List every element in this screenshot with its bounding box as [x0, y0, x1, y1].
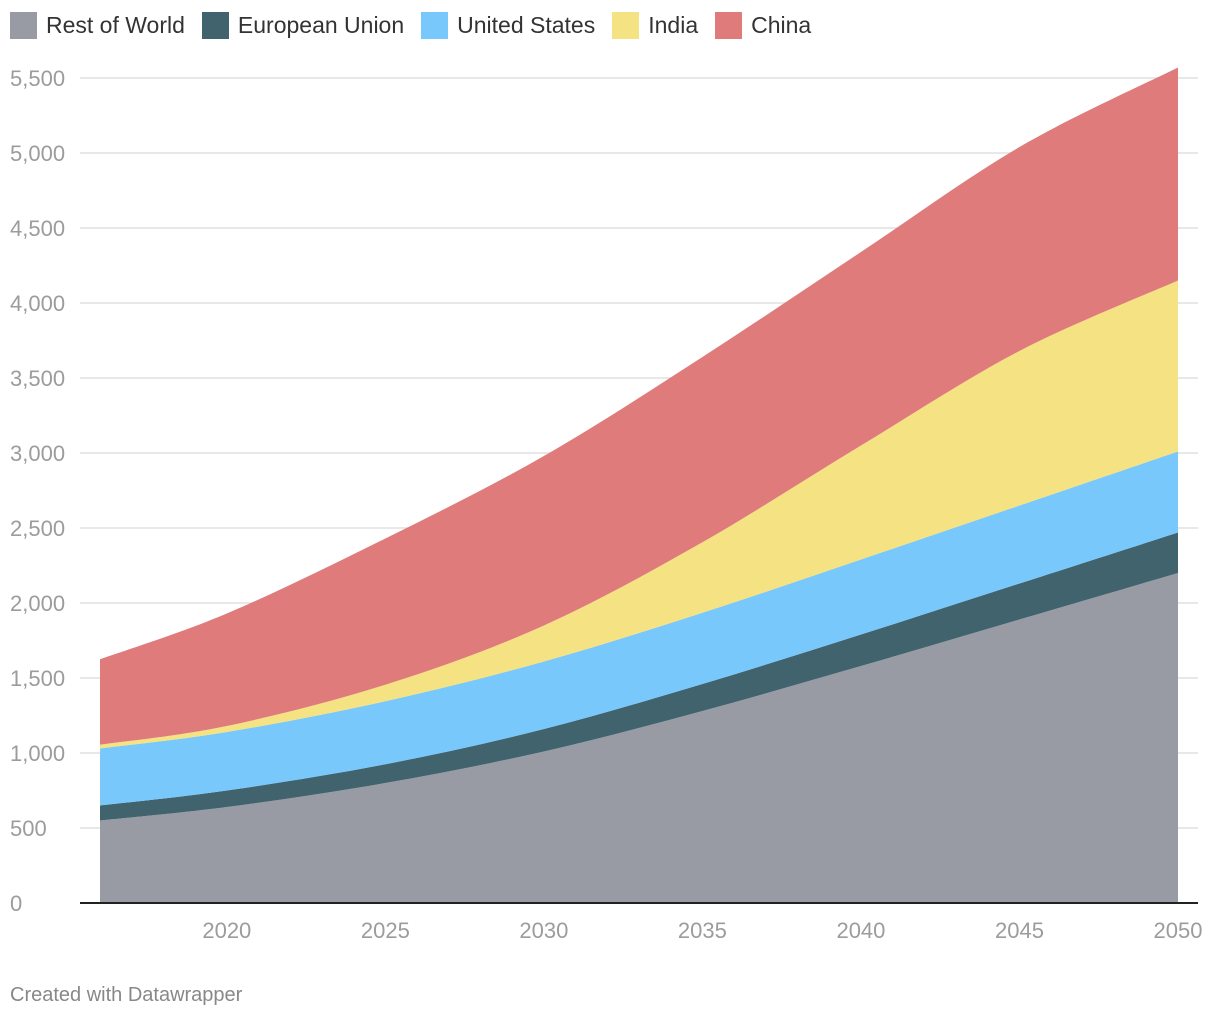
- y-tick-label: 4,000: [10, 291, 65, 316]
- legend-label: China: [751, 11, 812, 38]
- x-tick-label: 2050: [1154, 918, 1203, 943]
- y-tick-label: 1,000: [10, 741, 65, 766]
- y-tick-label: 2,500: [10, 516, 65, 541]
- legend-swatch-india: [612, 11, 640, 39]
- legend-swatch-united-states: [421, 11, 449, 39]
- y-tick-label: 4,500: [10, 216, 65, 241]
- y-tick-label: 3,000: [10, 441, 65, 466]
- legend-label: European Union: [237, 11, 405, 38]
- legend-item-rest-of-world[interactable]: Rest of World: [10, 11, 185, 39]
- x-tick-label: 2035: [678, 918, 727, 943]
- area-series-rest-of-world: [100, 573, 1178, 903]
- y-tick-label: 0: [10, 891, 22, 916]
- x-tick-label: 2030: [519, 918, 568, 943]
- legend-swatch-rest-of-world: [10, 11, 37, 39]
- legend-swatch-china: [715, 11, 743, 39]
- x-tick-label: 2040: [836, 918, 885, 943]
- x-tick-label: 2045: [995, 918, 1044, 943]
- legend-label: United States: [457, 11, 596, 38]
- y-tick-label: 5,500: [10, 66, 65, 91]
- y-tick-label: 1,500: [10, 666, 65, 691]
- legend-item-united-states[interactable]: United States: [421, 11, 596, 39]
- legend-item-india[interactable]: India: [612, 11, 699, 39]
- legend-swatch-european-union: [201, 11, 229, 39]
- legend-item-china[interactable]: China: [715, 11, 812, 39]
- area-series-united-states: [100, 451, 1178, 806]
- footer-credit: Created with Datawrapper: [10, 984, 243, 1006]
- x-tick-label: 2025: [361, 918, 410, 943]
- stacked-area-chart: 0 500 1,000 1,500 2,000 2,500 3,000 3,500 4,000 4…: [10, 66, 1203, 943]
- legend-item-european-union[interactable]: European Union: [201, 11, 405, 39]
- x-tick-label: 2020: [202, 918, 251, 943]
- legend: Rest of World European Union United Stat…: [10, 8, 828, 42]
- y-tick-label: 2,000: [10, 591, 65, 616]
- y-tick-label: 3,500: [10, 366, 65, 391]
- y-tick-label: 500: [10, 816, 47, 841]
- area-series-india: [100, 280, 1178, 749]
- y-tick-label: 5,000: [10, 141, 65, 166]
- area-series-china: [100, 67, 1178, 745]
- legend-label: Rest of World: [46, 11, 185, 38]
- legend-label: India: [648, 11, 699, 38]
